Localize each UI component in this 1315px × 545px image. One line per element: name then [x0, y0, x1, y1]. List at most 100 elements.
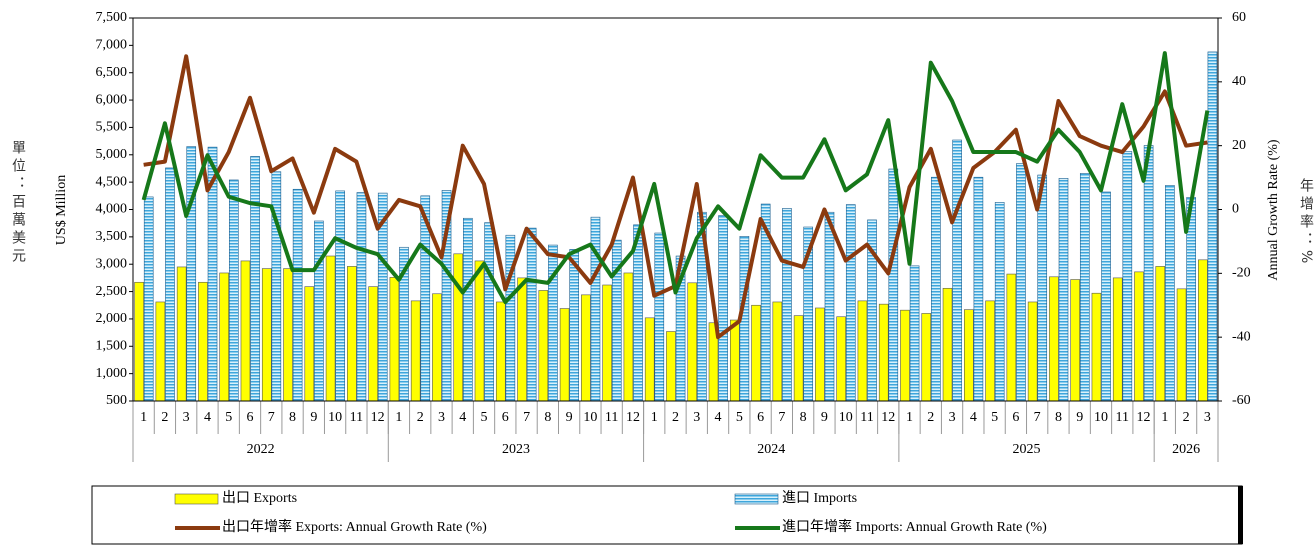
- bar: [1016, 163, 1026, 402]
- x-tick-label: 10: [583, 410, 597, 425]
- bar: [356, 192, 367, 402]
- y-tick-label: 2,500: [96, 284, 128, 299]
- bar: [654, 232, 665, 402]
- line: [143, 54, 1208, 340]
- x-tick-label: 2: [161, 410, 168, 425]
- bar: [845, 204, 856, 402]
- y2-tick-label: 60: [1232, 10, 1246, 25]
- bar: [942, 287, 953, 402]
- x-tick-label: 10: [1094, 410, 1108, 425]
- y-axis-title: US$ Million: [54, 175, 69, 245]
- bar: [134, 281, 144, 402]
- x-tick-label: 2: [927, 410, 934, 425]
- x-tick-label: 8: [1055, 410, 1062, 425]
- bar: [1143, 145, 1154, 402]
- x-tick-label: 9: [1076, 410, 1083, 425]
- x-tick-label: 11: [1116, 410, 1129, 425]
- bar: [1101, 191, 1111, 402]
- bar: [1027, 301, 1038, 402]
- x-tick-label: 1: [906, 410, 913, 425]
- x-tick-label: 7: [778, 410, 785, 425]
- bar: [240, 260, 251, 402]
- year-label: 2022: [247, 442, 275, 457]
- bar: [453, 253, 464, 402]
- bar: [261, 268, 272, 402]
- bar: [1122, 151, 1133, 402]
- bar: [292, 188, 303, 402]
- bar: [687, 282, 698, 402]
- bar: [569, 249, 579, 402]
- bar: [973, 176, 984, 402]
- y-tick-label: 6,000: [96, 92, 128, 107]
- bar: [526, 227, 537, 402]
- bar: [644, 317, 655, 402]
- x-tick-label: 3: [183, 410, 190, 425]
- x-tick-label: 1: [395, 410, 402, 425]
- y-tick-label: 3,000: [96, 256, 128, 271]
- x-tick-label: 10: [839, 410, 853, 425]
- x-tick-label: 4: [204, 410, 211, 425]
- right-unit-label: 年增率：%: [1298, 178, 1314, 268]
- bar: [186, 146, 197, 402]
- bar: [815, 307, 825, 402]
- bar: [718, 215, 728, 402]
- bar: [782, 208, 792, 402]
- bar: [283, 268, 293, 402]
- x-tick-label: 2: [417, 410, 424, 425]
- bar: [857, 300, 868, 402]
- bar: [931, 176, 941, 402]
- bar: [1079, 173, 1090, 402]
- bar: [325, 255, 336, 402]
- plot-frame: [132, 17, 1219, 402]
- bar: [900, 309, 910, 402]
- bar: [878, 303, 889, 402]
- y2-tick-label: 20: [1232, 138, 1246, 153]
- x-tick-label: 3: [1204, 410, 1211, 425]
- bar: [198, 281, 208, 402]
- x-tick-label: 5: [481, 410, 488, 425]
- bar: [474, 260, 485, 402]
- bar: [666, 331, 676, 402]
- x-tick-label: 5: [991, 410, 998, 425]
- bar: [888, 168, 899, 402]
- bar: [335, 190, 345, 402]
- bar: [389, 277, 400, 402]
- bar: [517, 277, 527, 402]
- bar: [1112, 277, 1123, 402]
- line: [141, 51, 1210, 305]
- x-tick-label: 8: [544, 410, 551, 425]
- legend-label: 進口 Imports: [782, 490, 857, 506]
- y-tick-label: 4,000: [96, 202, 128, 217]
- bar: [1091, 292, 1102, 402]
- bar: [1134, 271, 1144, 402]
- year-label: 2024: [757, 442, 785, 457]
- bar: [1155, 266, 1166, 402]
- bar: [463, 217, 473, 402]
- x-tick-label: 6: [1012, 410, 1019, 425]
- x-tick-label: 6: [757, 410, 764, 425]
- bar: [176, 266, 187, 402]
- x-tick-label: 11: [350, 410, 363, 425]
- x-tick-label: 8: [289, 410, 296, 425]
- bar: [1165, 185, 1175, 402]
- bar: [772, 301, 783, 402]
- bar: [484, 222, 494, 402]
- x-tick-label: 11: [860, 410, 873, 425]
- x-tick-label: 2: [1183, 410, 1190, 425]
- x-tick-label: 1: [651, 410, 658, 425]
- year-label: 2023: [502, 442, 530, 457]
- x-tick-label: 9: [310, 410, 317, 425]
- x-tick-label: 9: [821, 410, 828, 425]
- x-tick-label: 3: [693, 410, 700, 425]
- y2-tick-label: -40: [1232, 329, 1251, 344]
- legend-label: 出口年增率 Exports: Annual Growth Rate (%): [222, 518, 487, 535]
- bar: [143, 196, 154, 402]
- legend-edge: [1238, 486, 1243, 544]
- x-tick-label: 1: [140, 410, 147, 425]
- bar: [952, 139, 962, 402]
- x-tick-label: 12: [881, 410, 895, 425]
- y2-tick-label: -60: [1232, 393, 1251, 408]
- y-tick-label: 5,000: [96, 147, 128, 162]
- bar: [432, 293, 442, 402]
